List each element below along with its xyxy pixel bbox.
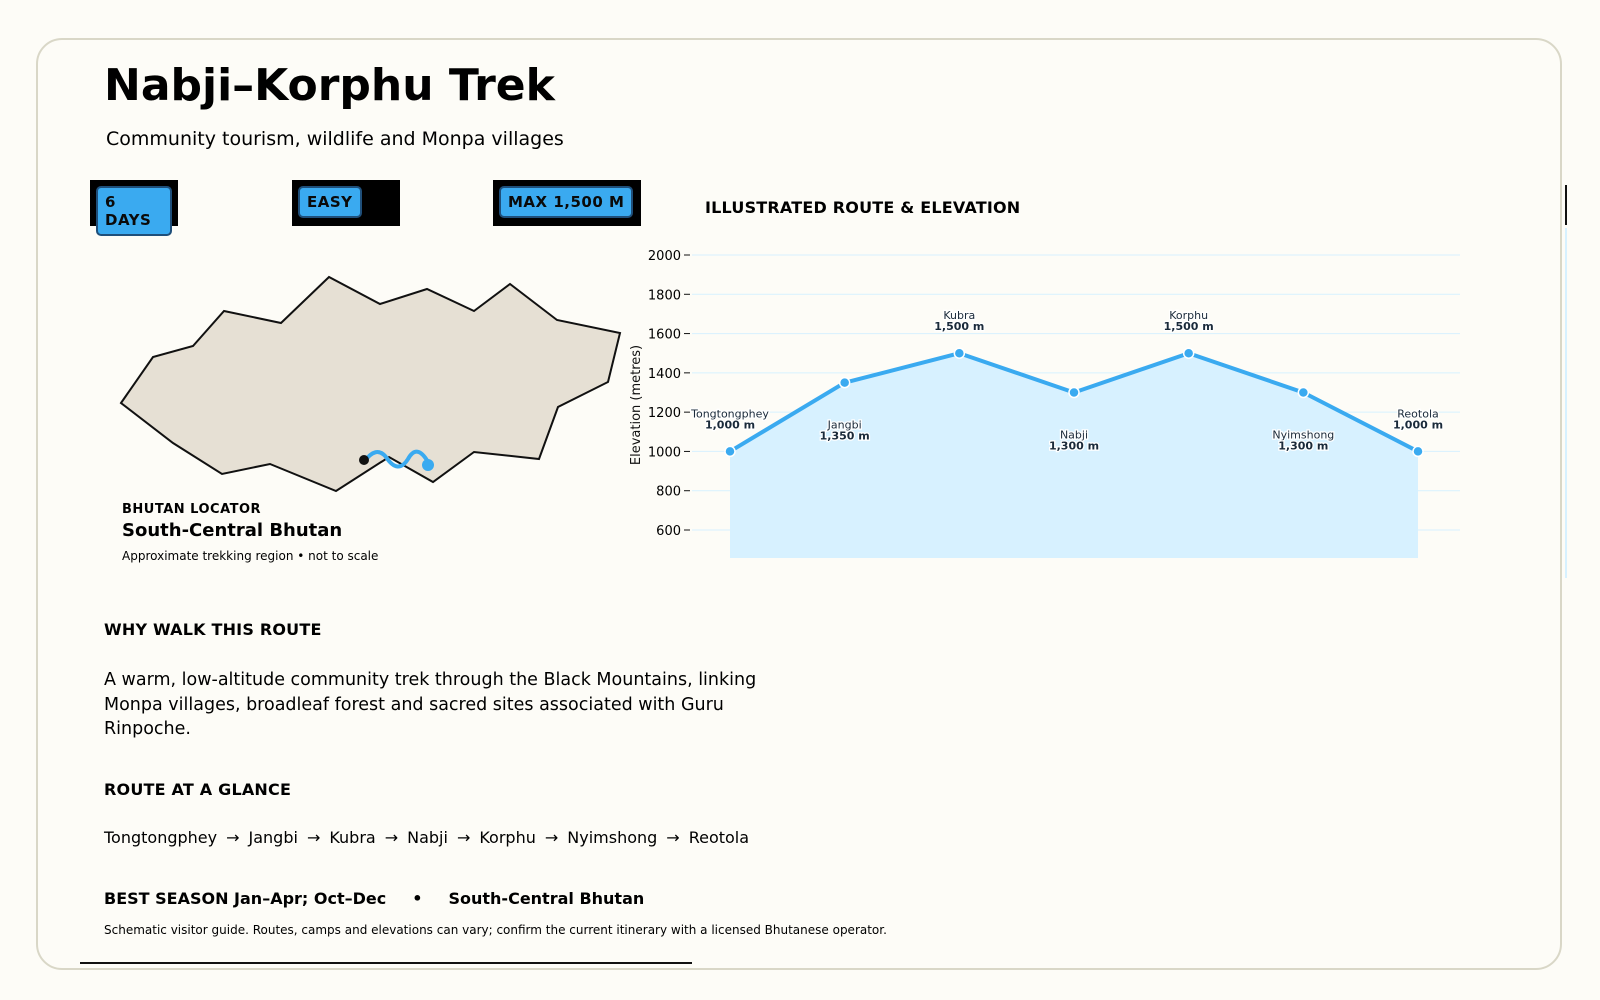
max-altitude-badge: MAX 1,500 M bbox=[493, 180, 641, 226]
elevation-point bbox=[1297, 386, 1310, 399]
y-tick-label: 1400 bbox=[648, 367, 681, 382]
y-axis-label: Elevation (metres) bbox=[629, 345, 644, 465]
point-name-label: Kubra bbox=[943, 309, 975, 322]
scrollbar-thumb[interactable] bbox=[1565, 185, 1567, 225]
route-arrow: → bbox=[306, 828, 321, 847]
y-axis-ticks: 600 800 1000 1200 1400 1600 1800 2000 bbox=[648, 249, 690, 539]
point-elevation-label: 1,300 m bbox=[1049, 440, 1099, 453]
route-sequence: Tongtongphey → Jangbi → Kubra → Nabji → Korphu → N… bbox=[104, 828, 749, 847]
duration-badge-label: 6 DAYS bbox=[96, 186, 172, 236]
point-elevation-label: 1,000 m bbox=[705, 418, 755, 431]
route-end-marker bbox=[422, 459, 434, 471]
point-elevation-label: 1,350 m bbox=[820, 430, 870, 443]
trek-route-line bbox=[362, 449, 430, 469]
point-elevation-label: 1,500 m bbox=[934, 320, 984, 333]
disclaimer: Schematic visitor guide. Routes, camps a… bbox=[104, 923, 887, 937]
scrollbar-track[interactable] bbox=[1565, 228, 1567, 578]
elevation-point bbox=[953, 347, 966, 359]
y-tick-label: 1000 bbox=[648, 445, 681, 460]
page-subtitle: Community tourism, wildlife and Monpa vi… bbox=[106, 128, 564, 150]
y-tick-label: 2000 bbox=[648, 249, 681, 264]
y-tick-label: 800 bbox=[656, 485, 681, 500]
point-name-label: Nyimshong bbox=[1272, 429, 1334, 442]
point-elevation-label: 1,500 m bbox=[1164, 320, 1214, 333]
route-arrow: → bbox=[456, 828, 471, 847]
route-start-marker bbox=[359, 455, 369, 465]
point-name-label: Tongtongphey bbox=[690, 407, 769, 420]
elevation-point bbox=[838, 376, 851, 389]
elevation-point bbox=[1068, 386, 1080, 399]
route-stop: Nyimshong bbox=[567, 828, 658, 847]
point-name-label: Jangbi bbox=[827, 419, 862, 432]
season-separator: • bbox=[412, 889, 423, 908]
route-stop: Reotola bbox=[688, 828, 750, 847]
route-stop: Korphu bbox=[479, 828, 536, 847]
elevation-point bbox=[1182, 347, 1195, 359]
locator-region: South-Central Bhutan bbox=[122, 520, 343, 541]
route-arrow: → bbox=[226, 828, 240, 847]
route-arrow: → bbox=[666, 828, 680, 847]
elevation-chart: 600 800 1000 1200 1400 1600 1800 2000 Tongtongp… bbox=[620, 240, 1500, 580]
route-stop: Kubra bbox=[329, 828, 376, 847]
route-heading: ROUTE AT A GLANCE bbox=[104, 780, 292, 799]
y-tick-label: 1800 bbox=[648, 288, 681, 303]
route-stop: Nabji bbox=[407, 828, 448, 847]
why-heading: WHY WALK THIS ROUTE bbox=[104, 620, 322, 639]
y-tick-label: 1200 bbox=[648, 406, 681, 421]
bhutan-locator-map bbox=[110, 265, 640, 505]
difficulty-badge: EASY bbox=[292, 180, 400, 226]
bhutan-outline bbox=[119, 275, 622, 493]
locator-note: Approximate trekking region • not to sca… bbox=[122, 549, 379, 563]
route-arrow: → bbox=[384, 828, 399, 847]
elevation-point bbox=[1412, 445, 1424, 458]
elevation-point bbox=[724, 445, 736, 458]
point-name-label: Korphu bbox=[1169, 309, 1208, 322]
route-stop: Jangbi bbox=[248, 828, 298, 847]
max-altitude-badge-label: MAX 1,500 M bbox=[499, 186, 634, 218]
why-body: A warm, low-altitude community trek thro… bbox=[104, 670, 757, 739]
best-season: BEST SEASON Jan–Apr; Oct–Dec bbox=[104, 889, 387, 908]
point-name-label: Nabji bbox=[1060, 429, 1088, 442]
difficulty-badge-label: EASY bbox=[298, 186, 362, 218]
duration-badge: 6 DAYS bbox=[90, 180, 178, 236]
page-title: Nabji–Korphu Trek bbox=[104, 60, 555, 111]
season-line: BEST SEASON Jan–Apr; Oct–Dec • South-Centr… bbox=[104, 889, 644, 908]
point-elevation-label: 1,300 m bbox=[1278, 440, 1328, 453]
footer-region: South-Central Bhutan bbox=[448, 889, 645, 908]
route-arrow: → bbox=[544, 828, 559, 847]
bottom-divider bbox=[80, 962, 692, 964]
elevation-points bbox=[724, 347, 1424, 458]
point-name-label: Reotola bbox=[1397, 407, 1439, 420]
y-tick-label: 600 bbox=[656, 524, 681, 539]
elevation-area bbox=[730, 353, 1418, 558]
y-tick-label: 1600 bbox=[648, 328, 681, 343]
route-stop: Tongtongphey bbox=[104, 828, 218, 847]
chart-heading: ILLUSTRATED ROUTE & ELEVATION bbox=[705, 198, 1021, 217]
locator-kicker: BHUTAN LOCATOR bbox=[122, 502, 262, 517]
point-elevation-label: 1,000 m bbox=[1393, 418, 1443, 431]
